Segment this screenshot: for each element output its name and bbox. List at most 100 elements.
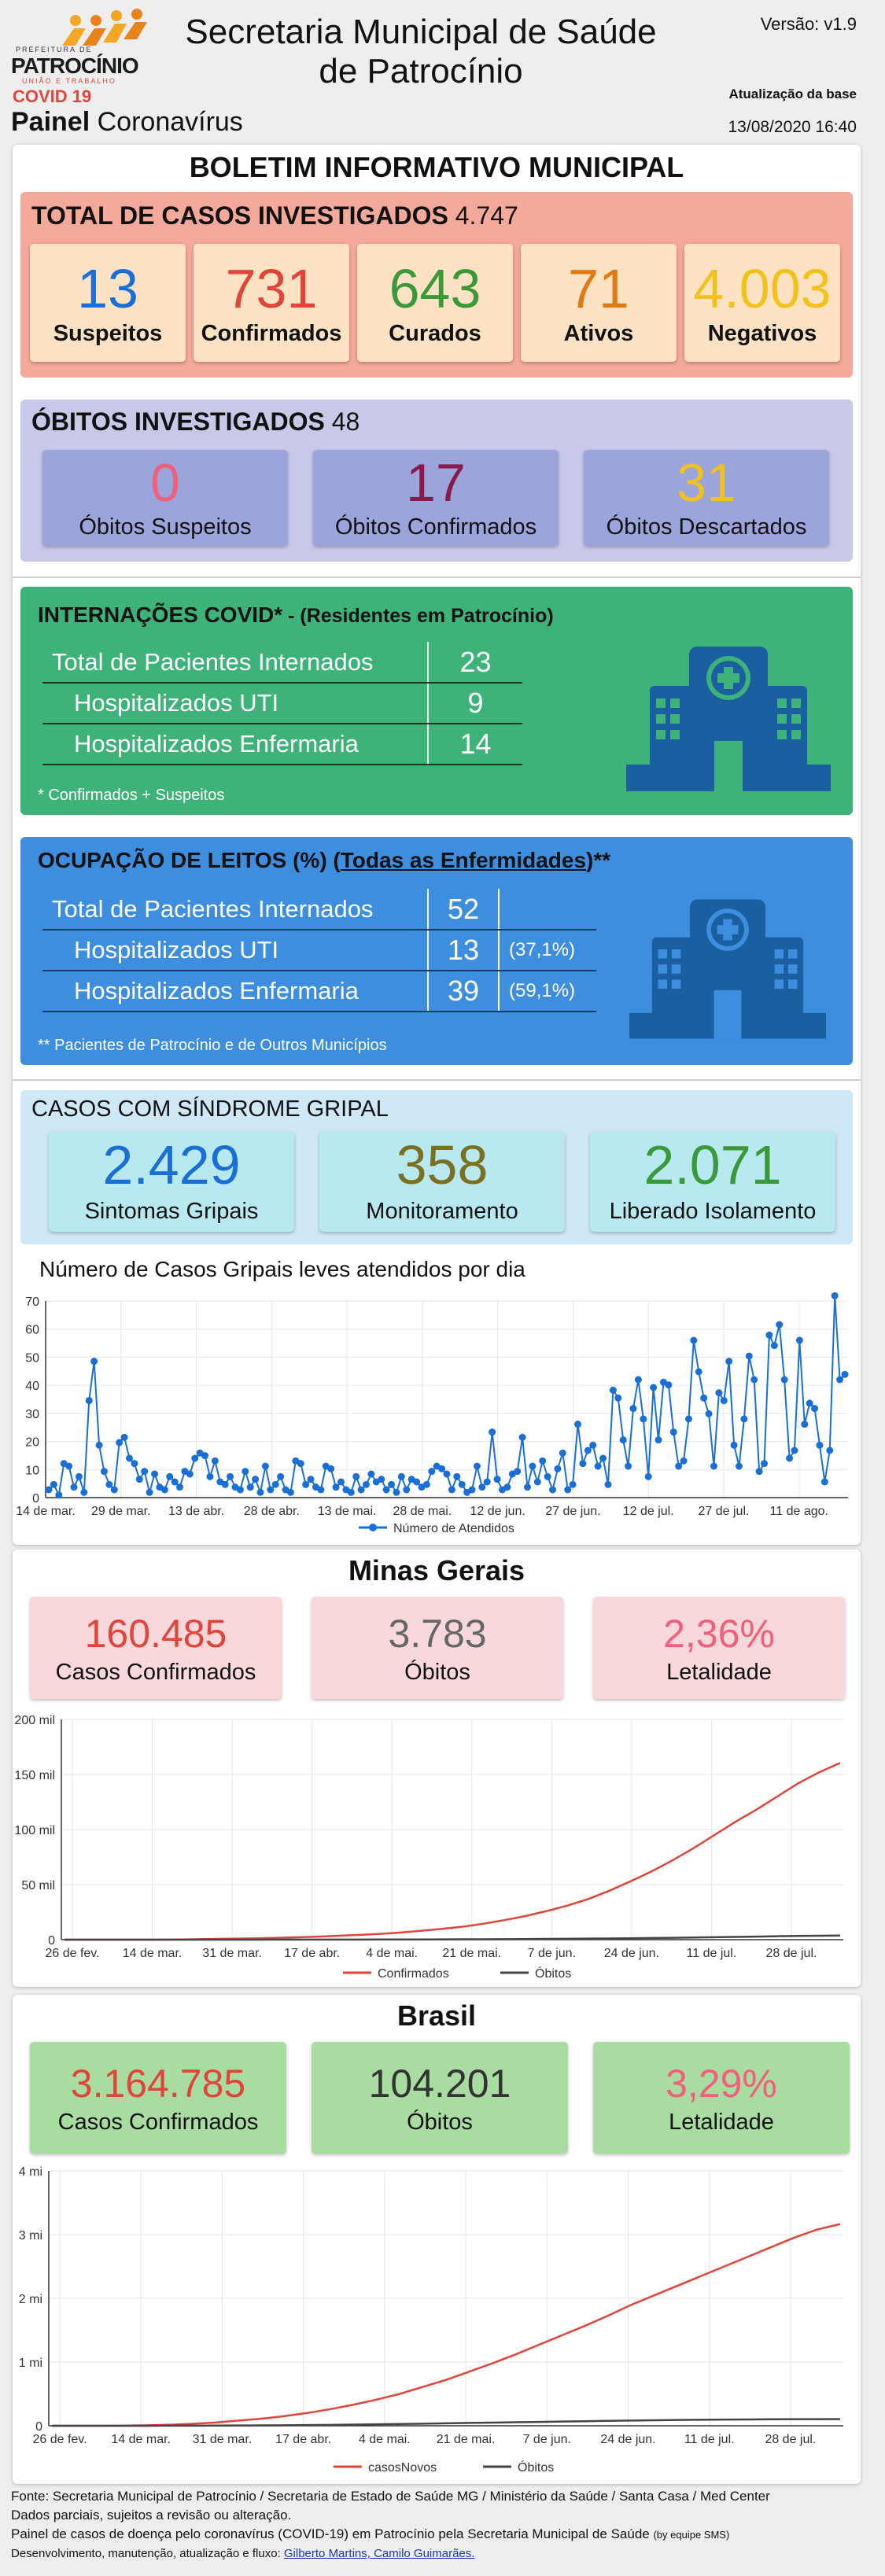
series-line xyxy=(52,2223,841,2427)
data-point xyxy=(745,1352,753,1360)
data-point xyxy=(448,1486,455,1494)
y-tick-label: 0 xyxy=(35,2420,42,2434)
data-point xyxy=(569,1480,577,1488)
stat-label: Letalidade xyxy=(669,2110,774,2135)
stat-label: Casos Confirmados xyxy=(57,2110,259,2135)
x-tick-label: 13 de mai. xyxy=(318,1505,377,1518)
data-point xyxy=(599,1454,607,1462)
y-tick-label: 0 xyxy=(48,1934,55,1948)
data-point xyxy=(236,1486,244,1494)
x-tick-label: 21 de mai. xyxy=(437,2433,496,2446)
footer-credits-link[interactable]: Gilberto Martins, Camilo Guimarães. xyxy=(283,2547,475,2560)
footer-team: (by equipe SMS) xyxy=(653,2529,730,2541)
x-tick-label: 14 de mar. xyxy=(111,2433,171,2446)
data-point xyxy=(55,1491,63,1499)
data-point xyxy=(363,1480,371,1488)
data-point xyxy=(397,1472,405,1480)
internacoes-title-rest: - (Residentes em Patrocínio) xyxy=(282,605,554,627)
data-point xyxy=(483,1478,491,1486)
ocupacao-table: Total de Pacientes Internados 52 Hospital… xyxy=(42,889,596,1012)
y-tick-label: 40 xyxy=(25,1380,39,1393)
panel-title-rest: Coronavírus xyxy=(90,107,243,137)
row-label: Total de Pacientes Internados xyxy=(42,642,428,684)
data-point xyxy=(619,1436,627,1444)
y-tick-label: 0 xyxy=(32,1492,39,1505)
y-tick-label: 150 mil xyxy=(14,1769,55,1782)
stat-value: 3,29% xyxy=(666,2062,777,2106)
data-point xyxy=(826,1446,834,1454)
data-point xyxy=(720,1397,728,1405)
footer-credits-text: Desenvolvimento, manutenção, atualização… xyxy=(11,2547,284,2560)
page-title-line2: de Patrocínio xyxy=(319,52,523,90)
legend-label: Óbitos xyxy=(535,1966,571,1981)
series-line xyxy=(48,1295,846,1498)
data-point xyxy=(549,1486,557,1494)
data-point xyxy=(271,1480,279,1488)
data-point xyxy=(594,1462,602,1470)
data-point xyxy=(650,1384,658,1391)
stat-value: 2,36% xyxy=(663,1612,775,1656)
stat-label: Óbitos Descartados xyxy=(606,514,807,540)
internacoes-note: * Confirmados + Suspeitos xyxy=(38,787,225,804)
stat-label: Ativos xyxy=(563,321,634,346)
divider xyxy=(13,1079,861,1081)
data-point xyxy=(332,1483,340,1491)
data-point xyxy=(791,1446,798,1454)
legend-label: Confirmados xyxy=(378,1967,449,1981)
cases-stat: 4.003 Negativos xyxy=(684,244,840,362)
row-value: 9 xyxy=(427,683,522,724)
data-point xyxy=(388,1480,396,1488)
y-tick-label: 50 mil xyxy=(21,1879,55,1892)
page-title-line1: Secretaria Municipal de Saúde xyxy=(185,13,657,51)
data-point xyxy=(806,1399,813,1407)
x-tick-label: 31 de mar. xyxy=(202,1947,262,1960)
row-pct: (59,1%) xyxy=(498,971,596,1012)
stat-value: 643 xyxy=(389,258,481,319)
logo-figures-icon xyxy=(62,9,147,46)
row-value: 23 xyxy=(427,642,522,684)
cases-stat: 643 Curados xyxy=(357,244,513,362)
stat-label: Liberado Isolamento xyxy=(609,1199,817,1224)
x-tick-label: 31 de mar. xyxy=(193,2433,253,2446)
y-tick-label: 20 xyxy=(25,1436,39,1450)
data-point xyxy=(277,1472,285,1480)
data-point xyxy=(453,1472,461,1480)
footer-disclaimer: Dados parciais, sujeitos a revisão ou al… xyxy=(11,2508,292,2523)
deaths-heading-label: ÓBITOS INVESTIGADOS xyxy=(31,407,325,436)
stat-value: 2.071 xyxy=(643,1134,782,1196)
data-point xyxy=(211,1457,219,1465)
cases-heading: TOTAL DE CASOS INVESTIGADOS 4.747 xyxy=(31,201,518,230)
deaths-total: 48 xyxy=(331,407,360,436)
data-point xyxy=(640,1415,647,1423)
hospital-icon xyxy=(626,647,831,791)
footer-credits: Desenvolvimento, manutenção, atualização… xyxy=(11,2545,876,2563)
x-tick-label: 11 de jul. xyxy=(687,1947,737,1960)
data-point xyxy=(221,1480,229,1488)
legend-marker xyxy=(369,1524,377,1531)
data-point xyxy=(831,1292,839,1299)
data-point xyxy=(90,1358,98,1365)
data-point xyxy=(95,1441,103,1449)
x-tick-label: 12 de jul. xyxy=(623,1505,674,1518)
data-point xyxy=(468,1486,476,1494)
data-point xyxy=(146,1488,153,1496)
data-point xyxy=(584,1446,592,1454)
data-point xyxy=(684,1415,692,1423)
data-point xyxy=(780,1376,788,1384)
stat-label: Negativos xyxy=(707,321,817,346)
x-tick-label: 7 de jun. xyxy=(528,1947,576,1960)
data-point xyxy=(337,1478,345,1486)
minas-title: Minas Gerais xyxy=(348,1554,525,1587)
x-tick-label: 14 de mar. xyxy=(16,1505,76,1518)
row-value: 39 xyxy=(427,971,499,1012)
data-point xyxy=(246,1483,254,1491)
deaths-stat: 31 Óbitos Descartados xyxy=(584,450,829,546)
data-point xyxy=(574,1421,582,1428)
stat-label: Suspeitos xyxy=(53,321,163,346)
footer-sources: Fonte: Secretaria Municipal de Patrocíni… xyxy=(11,2489,770,2504)
stat-value: 13 xyxy=(77,258,138,319)
data-point xyxy=(160,1486,168,1494)
data-point xyxy=(589,1441,597,1449)
data-point xyxy=(761,1460,769,1468)
y-tick-label: 10 xyxy=(25,1464,39,1477)
